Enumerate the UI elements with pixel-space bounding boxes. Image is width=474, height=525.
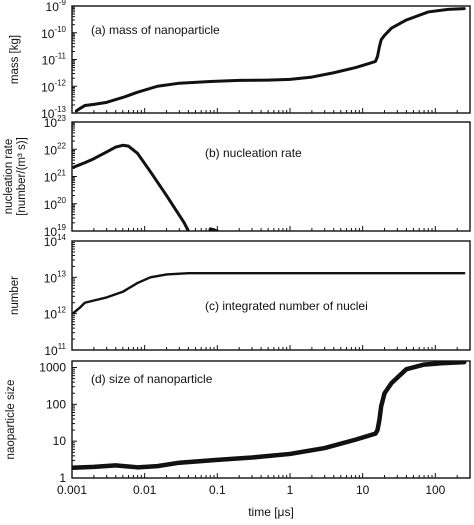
y-tick-label: 1021 <box>44 169 67 185</box>
y-tick-label-exponent: 22 <box>57 141 66 150</box>
panel-annotation: (c) integrated number of nuclei <box>205 299 368 313</box>
y-tick-label-exponent: -10 <box>54 25 66 34</box>
y-tick-label: 10 <box>53 434 67 448</box>
y-axis-label: nucleation rate <box>3 139 15 214</box>
series-line <box>74 7 466 113</box>
y-tick-label-exponent: 23 <box>57 114 66 123</box>
y-tick-label: 10-13 <box>41 105 66 121</box>
y-tick-label: 100 <box>46 397 66 411</box>
y-tick-label-exponent: 21 <box>57 169 66 178</box>
x-tick-label: 100 <box>425 483 445 497</box>
y-tick-label: 1000 <box>39 360 66 374</box>
y-tick-label-exponent: -13 <box>54 105 66 114</box>
y-tick-label-base: 10 <box>41 27 55 41</box>
y-tick-label-exponent: 12 <box>57 306 66 315</box>
y-tick-label: 1011 <box>44 342 66 358</box>
y-tick-label-base: 10 <box>41 107 55 121</box>
x-tick-label: 0.1 <box>209 483 226 497</box>
y-tick-label-base: 10 <box>44 225 58 239</box>
y-axis-label: naoparticle size <box>5 380 17 460</box>
y-tick-label-base: 10 <box>41 80 55 94</box>
y-tick-label-base: 10 <box>44 143 58 157</box>
y-tick-label-base: 10 <box>44 271 58 285</box>
y-tick-label-base: 10 <box>44 171 58 185</box>
x-tick-label: 0.001 <box>57 483 87 497</box>
y-tick-label: 10-9 <box>46 0 67 14</box>
y-tick-label: 1013 <box>44 269 67 285</box>
y-axis-label: number <box>9 276 21 315</box>
y-tick-label-exponent: -9 <box>59 0 67 7</box>
y-tick-label: 1014 <box>44 233 67 249</box>
y-axis-label: [number/(m³ s)] <box>16 137 28 216</box>
series-line <box>72 143 219 231</box>
y-tick-label-base: 10 <box>44 198 58 212</box>
plot-frame <box>71 240 471 351</box>
plot-frame <box>71 360 471 479</box>
y-tick-label-exponent: 20 <box>57 196 66 205</box>
y-tick-label-base: 10 <box>42 54 56 68</box>
y-tick-label: 1012 <box>44 306 67 322</box>
y-tick-label-base: 10 <box>44 308 58 322</box>
plot-frame <box>71 121 471 232</box>
series-line <box>72 271 466 315</box>
y-tick-label: 1020 <box>44 196 67 212</box>
y-tick-label-base: 10 <box>44 344 58 358</box>
y-tick-label-exponent: -11 <box>55 52 67 61</box>
y-tick-label: 1022 <box>44 141 67 157</box>
y-tick-label: 10-12 <box>41 78 66 94</box>
y-axis-label: mass [kg] <box>9 35 21 84</box>
y-tick-label-exponent: 11 <box>58 342 67 351</box>
y-tick-label-exponent: 13 <box>57 269 66 278</box>
x-tick-label: 0.01 <box>133 483 157 497</box>
y-tick-label-base: 10 <box>44 235 58 249</box>
x-tick-label: 10 <box>356 483 370 497</box>
x-tick-label: 1 <box>287 483 294 497</box>
panel-annotation: (d) size of nanoparticle <box>91 372 213 386</box>
y-tick-label-base: 10 <box>46 0 60 14</box>
panel-annotation: (b) nucleation rate <box>205 146 302 160</box>
y-tick-label-exponent: 14 <box>57 233 66 242</box>
y-tick-label: 10-10 <box>41 25 66 41</box>
y-tick-label: 10-11 <box>42 52 67 68</box>
series-line <box>72 361 467 470</box>
x-axis-label: time [μs] <box>248 505 294 519</box>
y-tick-label-exponent: 19 <box>57 223 66 232</box>
y-tick-label: 1 <box>59 471 66 485</box>
y-tick-label: 1023 <box>44 114 67 130</box>
y-tick-label-base: 10 <box>44 116 58 130</box>
panel-annotation: (a) mass of nanoparticle <box>91 23 220 37</box>
y-tick-label-exponent: -12 <box>54 78 66 87</box>
y-tick-label: 1019 <box>44 223 67 239</box>
